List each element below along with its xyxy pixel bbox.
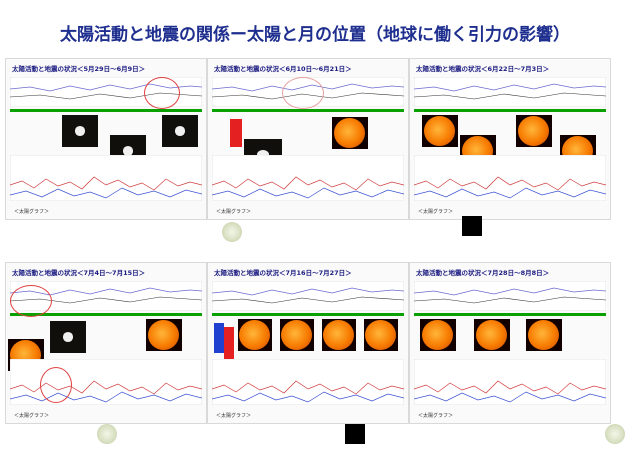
sun-disk xyxy=(148,320,179,350)
activity-strip xyxy=(212,313,404,316)
panel-footer: ＜太陽グラフ＞ xyxy=(418,413,454,419)
sun-disk xyxy=(424,116,455,146)
page-title: 太陽活動と地震の関係ー太陽と月の位置（地球に働く引力の影響） xyxy=(60,25,570,45)
panel-title: 太陽活動と地震の状況＜5月29日〜6月9日＞ xyxy=(12,65,146,73)
earthquake-chart xyxy=(10,155,202,201)
sun-disk xyxy=(365,320,396,350)
xray-flux-chart xyxy=(414,281,606,311)
full-moon-icon xyxy=(605,424,625,444)
earthquake-chart xyxy=(10,359,202,405)
sun-disk xyxy=(323,320,354,350)
panel-footer: ＜太陽グラフ＞ xyxy=(216,209,252,215)
panel-jul28-aug8: 太陽活動と地震の状況＜7月28日〜8月8日＞ ＜太陽グラフ＞ xyxy=(409,262,611,424)
earthquake-chart xyxy=(212,155,404,201)
panel-footer: ＜太陽グラフ＞ xyxy=(418,209,454,215)
panel-may29-jun9: 太陽活動と地震の状況＜5月29日〜6月9日＞ ＜太陽グラフ＞ xyxy=(5,58,207,220)
sun-disk xyxy=(239,320,270,350)
full-moon-icon xyxy=(222,222,242,242)
highlight-circle xyxy=(10,285,52,317)
sun-disk xyxy=(476,320,507,350)
sun-disk xyxy=(334,118,365,148)
corona-image xyxy=(50,321,86,353)
panel-title: 太陽活動と地震の状況＜6月22日〜7月3日＞ xyxy=(416,65,550,73)
highlight-circle xyxy=(282,77,324,109)
activity-strip xyxy=(10,313,202,316)
highlight-circle xyxy=(144,77,180,109)
xray-flux-chart xyxy=(212,281,404,311)
earthquake-chart xyxy=(414,155,606,201)
new-moon-icon xyxy=(462,216,482,236)
activity-strip xyxy=(414,109,606,112)
sun-disk xyxy=(528,320,559,350)
earthquake-chart xyxy=(414,359,606,405)
panel-jun10-jun21: 太陽活動と地震の状況＜6月10日〜6月21日＞ ＜太陽グラフ＞ xyxy=(207,58,409,220)
sun-disk xyxy=(281,320,312,350)
highlight-circle xyxy=(40,367,72,403)
activity-strip xyxy=(212,109,404,112)
annotation-badge xyxy=(230,119,242,147)
sun-disk xyxy=(518,116,549,146)
sun-disk xyxy=(422,320,453,350)
activity-strip xyxy=(414,313,606,316)
panel-jul16-jul27: 太陽活動と地震の状況＜7月16日〜7月27日＞ ＜太陽グラフ＞ xyxy=(207,262,409,424)
corona-image xyxy=(62,115,98,147)
full-moon-icon xyxy=(97,424,117,444)
panel-title: 太陽活動と地震の状況＜7月28日〜8月8日＞ xyxy=(416,269,550,277)
corona-image xyxy=(162,115,198,147)
panel-title: 太陽活動と地震の状況＜7月16日〜7月27日＞ xyxy=(214,269,352,277)
activity-strip xyxy=(10,109,202,112)
new-moon-icon xyxy=(345,424,365,444)
panel-jun22-jul3: 太陽活動と地震の状況＜6月22日〜7月3日＞ ＜太陽グラフ＞ xyxy=(409,58,611,220)
panel-jul4-jul15: 太陽活動と地震の状況＜7月4日〜7月15日＞ ＜太陽グラフ＞ xyxy=(5,262,207,424)
panel-footer: ＜太陽グラフ＞ xyxy=(14,209,50,215)
panel-footer: ＜太陽グラフ＞ xyxy=(216,413,252,419)
xray-flux-chart xyxy=(414,77,606,107)
panel-title: 太陽活動と地震の状況＜6月10日〜6月21日＞ xyxy=(214,65,352,73)
earthquake-chart xyxy=(212,359,404,405)
annotation-badge xyxy=(214,323,224,353)
annotation-badge xyxy=(224,327,234,361)
panel-footer: ＜太陽グラフ＞ xyxy=(14,413,50,419)
panel-title: 太陽活動と地震の状況＜7月4日〜7月15日＞ xyxy=(12,269,146,277)
